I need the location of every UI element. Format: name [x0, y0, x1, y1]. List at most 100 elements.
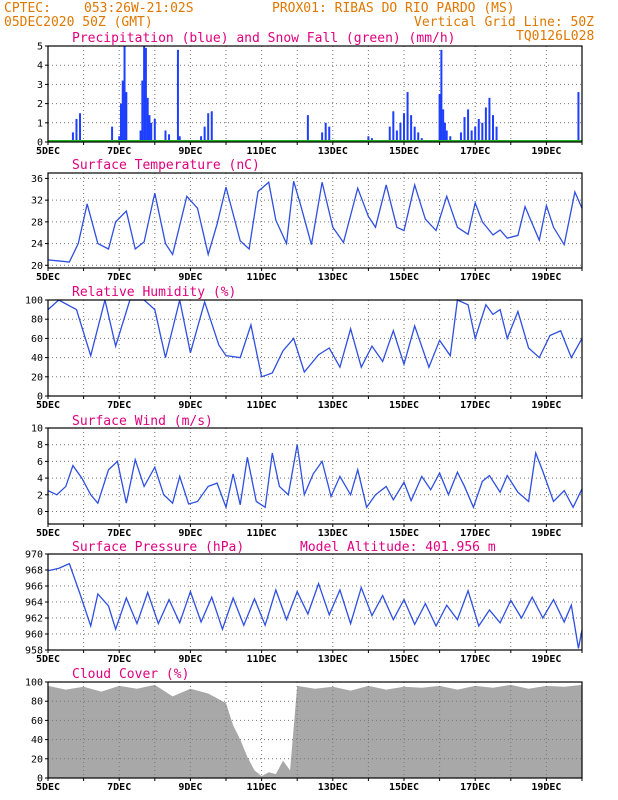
y-tick-label: 4	[37, 474, 43, 485]
x-tick-label: 11DEC	[247, 782, 277, 793]
y-tick-label: 100	[25, 678, 43, 689]
y-tick-label: 28	[31, 217, 43, 228]
precip-bar	[577, 92, 580, 142]
x-tick-label: 15DEC	[389, 782, 419, 793]
panel-title: Surface Pressure (hPa)	[72, 540, 244, 555]
x-tick-label: 15DEC	[389, 528, 419, 539]
precip-bar	[449, 136, 452, 142]
precip-bar	[321, 132, 324, 142]
y-tick-label: 0	[37, 138, 43, 149]
y-tick-label: 20	[31, 261, 43, 272]
precip-bar	[139, 130, 142, 142]
y-tick-label: 960	[25, 630, 43, 641]
header-station: PROX01: RIBAS DO RIO PARDO (MS)	[272, 1, 515, 16]
precip-bar	[118, 136, 121, 142]
header-date: 05DEC2020 50Z (GMT)	[4, 15, 153, 30]
precip-bar	[141, 80, 144, 142]
panel-0: Precipitation (blue) and Snow Fall (gree…	[36, 31, 583, 157]
precip-bar	[399, 122, 402, 142]
x-tick-label: 11DEC	[247, 400, 277, 411]
panel-4: Surface Pressure (hPa) Model Altitude: 40…	[25, 540, 583, 665]
y-tick-label: 60	[31, 716, 43, 727]
y-tick-label: 2	[37, 490, 43, 501]
x-tick-label: 13DEC	[318, 146, 348, 157]
y-tick-label: 60	[31, 334, 43, 345]
x-tick-label: 15DEC	[389, 400, 419, 411]
precip-bar	[403, 113, 405, 142]
precip-bar	[388, 126, 391, 142]
precip-bar	[477, 118, 480, 142]
x-tick-label: 17DEC	[460, 146, 490, 157]
precip-bar	[111, 126, 114, 142]
precip-bar	[153, 118, 156, 142]
x-tick-label: 9DEC	[178, 272, 202, 283]
precip-bar	[146, 97, 149, 142]
precip-bar	[442, 109, 445, 142]
precip-bar	[440, 49, 443, 143]
y-tick-label: 0	[37, 392, 43, 403]
panel-1: Surface Temperature (nC) 20 24 28 32 36 5DEC 7D…	[31, 158, 583, 283]
x-tick-label: 19DEC	[531, 146, 561, 157]
panel-3: Surface Wind (m/s) 0 2 4 6 8 10 5DEC 7DEC 9DEC 11D…	[31, 414, 583, 539]
precip-bar	[144, 47, 147, 142]
y-tick-label: 20	[31, 754, 43, 765]
y-tick-label: 964	[25, 598, 43, 609]
precip-bar	[150, 122, 153, 142]
x-tick-label: 19DEC	[531, 528, 561, 539]
precip-bar	[438, 94, 441, 142]
precip-bar	[392, 111, 395, 142]
panel-title: Relative Humidity (%)	[72, 285, 236, 300]
x-tick-label: 7DEC	[107, 528, 131, 539]
x-tick-label: 5DEC	[36, 654, 60, 665]
x-tick-label: 7DEC	[107, 272, 131, 283]
cloud-cover-area	[48, 684, 582, 778]
precip-bar	[474, 126, 477, 142]
precip-bar	[492, 115, 494, 142]
precip-bar	[178, 136, 181, 142]
y-tick-label: 100	[25, 296, 43, 307]
x-tick-label: 5DEC	[36, 146, 60, 157]
y-tick-label: 24	[31, 239, 43, 250]
precip-bar	[445, 130, 448, 142]
y-tick-label: 80	[31, 697, 43, 708]
x-tick-label: 5DEC	[36, 528, 60, 539]
y-tick-label: 36	[31, 174, 43, 185]
y-tick-label: 10	[31, 424, 43, 435]
x-tick-label: 5DEC	[36, 782, 60, 793]
y-tick-label: 0	[37, 507, 43, 518]
y-tick-label: 80	[31, 315, 43, 326]
precip-bar	[143, 46, 146, 142]
precip-bar	[459, 132, 462, 142]
x-tick-label: 15DEC	[389, 146, 419, 157]
precip-bar	[200, 136, 203, 142]
precip-bar	[148, 115, 151, 142]
panel-title: Surface Temperature (nC)	[72, 158, 260, 173]
y-tick-label: 40	[31, 735, 43, 746]
precip-bar	[395, 130, 398, 142]
precip-bar	[121, 80, 124, 142]
precip-bar	[125, 92, 128, 142]
header-coordinates: 053:26W-21:02S	[84, 1, 194, 16]
panel-frame	[47, 45, 583, 143]
precip-bar	[119, 103, 122, 142]
y-tick-label: 8	[37, 440, 43, 451]
series-line	[47, 299, 583, 378]
x-tick-label: 7DEC	[107, 146, 131, 157]
precip-bar	[413, 126, 416, 142]
x-tick-label: 11DEC	[247, 528, 277, 539]
precip-bar	[488, 97, 491, 142]
x-tick-label: 19DEC	[531, 782, 561, 793]
x-tick-label: 9DEC	[178, 782, 202, 793]
precip-bar	[328, 126, 331, 142]
x-tick-label: 19DEC	[531, 272, 561, 283]
x-tick-label: 17DEC	[460, 528, 490, 539]
x-tick-label: 11DEC	[247, 146, 277, 157]
precip-bar	[481, 122, 484, 142]
header-cptec: CPTEC:	[4, 1, 51, 16]
x-tick-label: 9DEC	[178, 400, 202, 411]
x-tick-label: 9DEC	[178, 654, 202, 665]
precip-bar	[484, 107, 487, 142]
x-tick-label: 5DEC	[36, 400, 60, 411]
x-tick-label: 17DEC	[460, 782, 490, 793]
